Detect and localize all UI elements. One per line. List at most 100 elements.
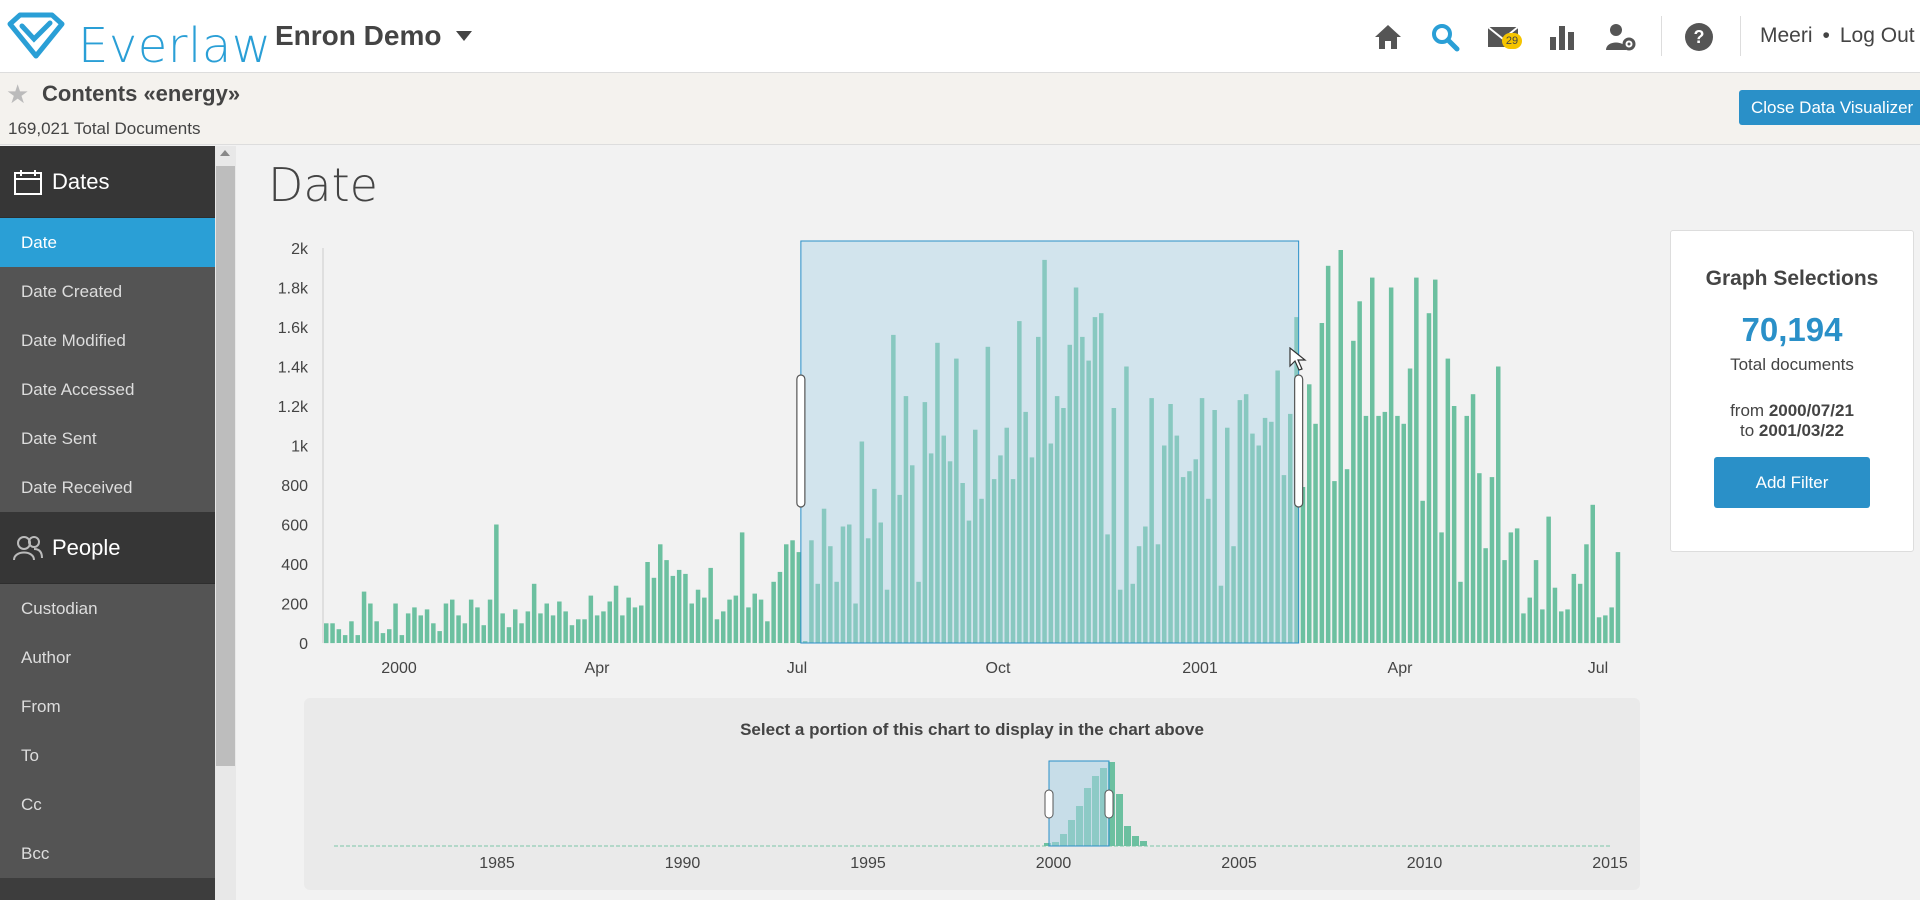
histogram-bar[interactable] <box>676 569 682 643</box>
histogram-bar[interactable] <box>582 619 587 643</box>
histogram-bar[interactable] <box>632 607 638 643</box>
histogram-bar[interactable] <box>1092 317 1098 643</box>
histogram-bar[interactable] <box>1433 279 1438 643</box>
histogram-bar[interactable] <box>1212 410 1217 643</box>
histogram-bar[interactable] <box>991 479 997 643</box>
histogram-bar[interactable] <box>1010 479 1016 643</box>
histogram-bar[interactable] <box>966 520 972 644</box>
histogram-bar[interactable] <box>903 396 909 643</box>
sidebar-item-bcc[interactable]: Bcc <box>0 829 215 878</box>
histogram-bar[interactable] <box>1275 370 1280 644</box>
histogram-bar[interactable] <box>1180 477 1186 643</box>
overview-chart[interactable]: 1985 1990 1995 2000 2005 2010 2015 <box>304 698 1640 890</box>
histogram-bar[interactable] <box>456 615 461 644</box>
histogram-bar[interactable] <box>1054 396 1060 643</box>
overview-handle-left[interactable] <box>1044 789 1054 819</box>
histogram-bar[interactable] <box>1338 250 1344 643</box>
histogram-bar[interactable] <box>368 603 373 644</box>
search-icon[interactable] <box>1428 20 1462 54</box>
histogram-bar[interactable] <box>1470 394 1476 643</box>
histogram-bar[interactable] <box>576 619 581 643</box>
histogram-bar[interactable] <box>708 567 713 643</box>
histogram-bar[interactable] <box>802 641 808 643</box>
histogram-bar[interactable] <box>393 603 398 644</box>
histogram-bar[interactable] <box>1206 498 1211 643</box>
histogram-bar[interactable] <box>645 562 650 643</box>
histogram-bar[interactable] <box>1237 400 1243 643</box>
histogram-bar[interactable] <box>613 585 619 643</box>
home-icon[interactable] <box>1371 20 1405 54</box>
histogram-bar[interactable] <box>1451 406 1457 643</box>
histogram-bar[interactable] <box>1023 411 1028 643</box>
histogram-bar[interactable] <box>531 583 537 644</box>
histogram-bar[interactable] <box>1508 532 1514 643</box>
histogram-bar[interactable] <box>979 498 984 643</box>
histogram-bar[interactable] <box>1420 500 1425 643</box>
histogram-bar[interactable] <box>790 540 795 643</box>
histogram-bar[interactable] <box>947 461 953 643</box>
everlaw-logo[interactable]: Everlaw <box>6 12 271 74</box>
histogram-bar[interactable] <box>954 358 959 643</box>
help-icon[interactable]: ? <box>1682 20 1716 54</box>
histogram-bar[interactable] <box>1080 336 1085 643</box>
histogram-bar[interactable] <box>1325 265 1331 643</box>
histogram-bar[interactable] <box>1401 423 1407 643</box>
histogram-bar[interactable] <box>1584 544 1589 644</box>
date-histogram-chart[interactable]: 0 200 400 600 800 1k 1.2k 1.4k 1.6k 1.8k 2k 2000 Apr… <box>260 230 1630 680</box>
sidebar-item-date-sent[interactable]: Date Sent <box>0 414 215 463</box>
histogram-bar[interactable] <box>1105 534 1110 643</box>
histogram-bar[interactable] <box>1590 504 1596 644</box>
sidebar-item-cc[interactable]: Cc <box>0 780 215 829</box>
histogram-bar[interactable] <box>771 581 776 643</box>
histogram-bar[interactable] <box>1017 321 1022 643</box>
overview-handle-right[interactable] <box>1104 789 1114 819</box>
histogram-bar[interactable] <box>1571 573 1577 643</box>
histogram-bar[interactable] <box>468 599 474 644</box>
histogram-bar[interactable] <box>374 621 379 643</box>
histogram-bar[interactable] <box>1546 516 1551 643</box>
histogram-bar[interactable] <box>324 623 329 644</box>
histogram-bar[interactable] <box>588 595 594 643</box>
histogram-bar[interactable] <box>884 589 890 643</box>
histogram-bar[interactable] <box>1231 546 1236 643</box>
histogram-bar[interactable] <box>399 635 405 643</box>
add-filter-button[interactable]: Add Filter <box>1714 457 1870 508</box>
histogram-bar[interactable] <box>1332 481 1337 643</box>
histogram-bar[interactable] <box>1559 611 1564 643</box>
sidebar-section-people[interactable]: People <box>0 512 215 584</box>
histogram-bar[interactable] <box>721 611 726 643</box>
histogram-bar[interactable] <box>689 603 695 644</box>
histogram-bar[interactable] <box>475 607 480 643</box>
histogram-bar[interactable] <box>1218 585 1224 643</box>
histogram-bar[interactable] <box>727 599 732 644</box>
histogram-bar[interactable] <box>1577 583 1583 644</box>
histogram-bar[interactable] <box>620 615 625 644</box>
selection-handle-left[interactable] <box>796 374 806 508</box>
histogram-bar[interactable] <box>651 577 657 643</box>
histogram-bar[interactable] <box>1407 368 1413 644</box>
histogram-bar[interactable] <box>1256 445 1262 644</box>
sidebar-item-date[interactable]: Date <box>0 218 215 267</box>
histogram-bar[interactable] <box>1445 358 1451 643</box>
histogram-bar[interactable] <box>544 603 550 644</box>
sidebar-item-to[interactable]: To <box>0 731 215 780</box>
histogram-bar[interactable] <box>1262 417 1268 643</box>
histogram-bar[interactable] <box>1086 360 1091 643</box>
sidebar-section-dates[interactable]: Dates <box>0 146 215 218</box>
histogram-bar[interactable] <box>1162 445 1167 644</box>
histogram-bar[interactable] <box>1149 398 1154 643</box>
histogram-bar[interactable] <box>985 346 991 644</box>
histogram-bar[interactable] <box>765 621 770 643</box>
histogram-bar[interactable] <box>1388 287 1394 644</box>
histogram-bar[interactable] <box>380 633 386 643</box>
histogram-bar[interactable] <box>1370 277 1375 643</box>
histogram-bar[interactable] <box>998 455 1003 643</box>
histogram-bar[interactable] <box>670 575 676 644</box>
histogram-bar[interactable] <box>865 538 871 643</box>
histogram-bar[interactable] <box>935 342 940 643</box>
histogram-bar[interactable] <box>1609 607 1614 643</box>
histogram-bar[interactable] <box>1552 587 1558 643</box>
histogram-bar[interactable] <box>418 615 424 644</box>
sidebar-item-date-modified[interactable]: Date Modified <box>0 316 215 365</box>
histogram-bar[interactable] <box>462 623 468 644</box>
